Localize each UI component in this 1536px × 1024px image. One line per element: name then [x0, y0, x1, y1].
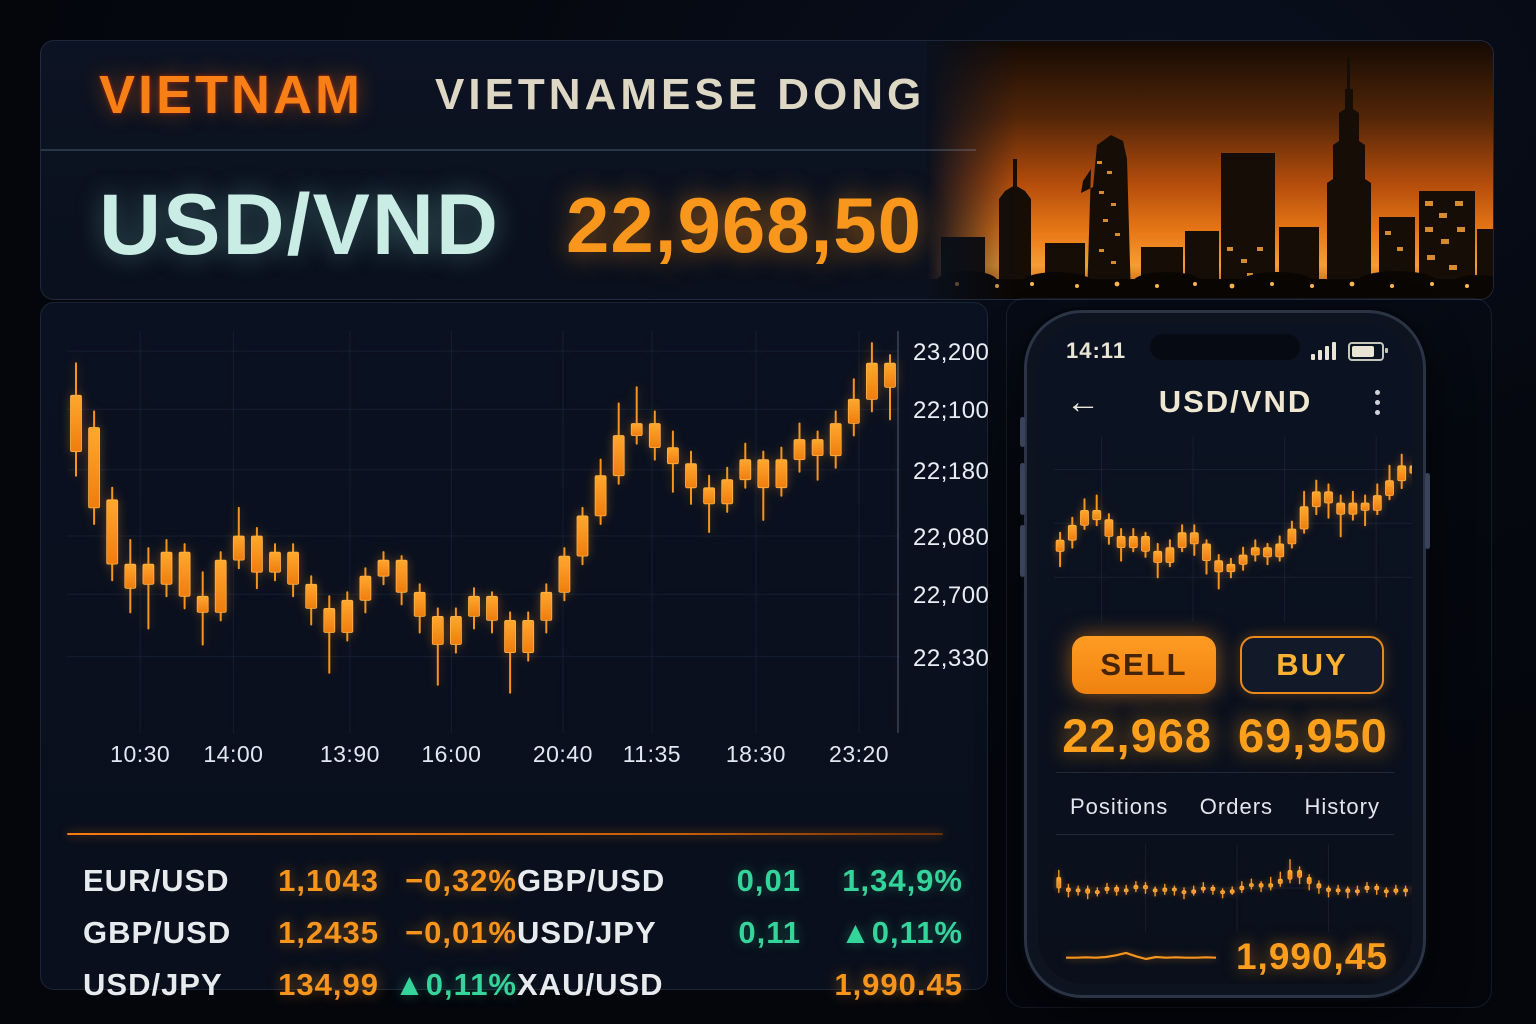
currency-name-label: VIETNAMESE DONG	[435, 70, 926, 119]
ticker-cell: 1,1043	[278, 863, 379, 898]
ticker-cell: −0,01%	[404, 915, 517, 950]
sell-button[interactable]: SELL	[1072, 636, 1216, 694]
forex-ticker-table: EUR/USD 1,1043 −0,32% GBP/USD 0,01 1,34,9% GBP…	[83, 855, 963, 1011]
sell-price: 22,968	[1062, 709, 1212, 762]
x-tick-label: 13:90	[319, 741, 380, 767]
phone-strip-chart	[1054, 844, 1412, 932]
ticker-separator-line	[67, 833, 943, 835]
phone-candlestick-chart	[1054, 436, 1412, 622]
ticker-cell: 0,11	[738, 915, 801, 950]
ticker-cell: ▲0,11%	[394, 967, 517, 1002]
header-title-row: VIETNAM VIETNAMESE DONG	[41, 41, 976, 151]
pair-price: 22,968,50	[566, 180, 923, 269]
ticker-row[interactable]: GBP/USD 1,2435 −0,01% USD/JPY 0,11 ▲0,11%	[83, 907, 963, 959]
main-chart-card: 23,200 22;100 22;180 22,080 22,700 22,330 10:…	[40, 302, 989, 1002]
battery-icon	[1348, 341, 1388, 361]
y-tick-label: 22;180	[913, 457, 990, 485]
y-tick-label: 22;100	[913, 397, 990, 425]
x-tick-label: 10:30	[110, 741, 171, 767]
x-tick-label: 20:40	[532, 741, 593, 767]
phone-pair-title: USD/VND	[1158, 384, 1313, 419]
main-candlestick-chart	[67, 331, 899, 733]
ticker-cell: GBP/USD	[517, 863, 666, 898]
x-tick-label: 14:00	[203, 741, 264, 767]
phone-panel-card: 14:11 ← USD/VND SELL BUY	[1006, 298, 1492, 1008]
phone-notch	[1150, 334, 1300, 360]
ticker-cell: 1,2435	[278, 915, 379, 950]
ticker-cell: XAU/USD	[517, 967, 664, 1002]
tab-positions[interactable]: Positions	[1070, 794, 1169, 819]
buy-price: 69,950	[1238, 709, 1388, 762]
header-price-row: USD/VND 22,968,50	[41, 151, 976, 299]
status-time: 14:11	[1066, 338, 1127, 363]
ticker-cell: USD/JPY	[517, 915, 657, 950]
y-tick-label: 22,080	[913, 524, 990, 552]
volume-down-button	[1020, 525, 1025, 577]
ticker-cell: ▲0,11%	[840, 915, 963, 950]
mute-switch	[1020, 417, 1025, 447]
y-tick-label: 23,200	[913, 339, 990, 367]
volume-up-button	[1020, 463, 1025, 515]
y-tick-label: 22,330	[913, 644, 990, 672]
gold-price: 1,990,45	[1235, 936, 1388, 977]
x-tick-label: 23:20	[829, 741, 890, 767]
pair-symbol: USD/VND	[99, 176, 501, 273]
divider-line	[1056, 834, 1394, 835]
divider-line	[1056, 772, 1394, 773]
header-card: VIETNAM VIETNAMESE DONG USD/VND 22,968,5…	[40, 40, 1494, 300]
gold-quote-row: 1,990,45	[1066, 936, 1388, 978]
smartphone-mockup: 14:11 ← USD/VND SELL BUY	[1020, 310, 1430, 998]
x-tick-label: 18:30	[725, 741, 786, 767]
ticker-row[interactable]: EUR/USD 1,1043 −0,32% GBP/USD 0,01 1,34,9%	[83, 855, 963, 907]
phone-tabs: Positions Orders History	[1068, 790, 1382, 824]
x-tick-label: 16:00	[421, 741, 482, 767]
phone-nav-bar: ← USD/VND	[1066, 376, 1384, 428]
ticker-cell: EUR/USD	[83, 863, 230, 898]
status-bar: 14:11	[1066, 338, 1388, 364]
signal-strength-icon	[1311, 342, 1336, 360]
ticker-cell: 0,01	[736, 863, 801, 898]
ticker-cell: 1,34,9%	[842, 863, 963, 898]
city-skyline-illustration	[927, 41, 1493, 299]
x-tick-label: 11:35	[622, 741, 682, 767]
tab-history[interactable]: History	[1304, 794, 1380, 819]
gold-sparkline	[1066, 951, 1216, 961]
ticker-cell: −0,32%	[404, 863, 517, 898]
bid-ask-prices: 22,968 69,950	[1038, 708, 1412, 763]
buy-button[interactable]: BUY	[1240, 636, 1384, 694]
tab-orders[interactable]: Orders	[1199, 794, 1274, 819]
phone-screen: 14:11 ← USD/VND SELL BUY	[1038, 324, 1412, 984]
country-label: VIETNAM	[99, 65, 363, 125]
kebab-menu-icon[interactable]	[1371, 386, 1384, 419]
ticker-cell: USD/JPY	[83, 967, 223, 1002]
ticker-row[interactable]: USD/JPY 134,99 ▲0,11% XAU/USD 1,990.45	[83, 959, 963, 1011]
trade-buttons-row: SELL BUY	[1072, 636, 1384, 694]
ticker-cell: GBP/USD	[83, 915, 232, 950]
ticker-cell: 1,990.45	[834, 967, 963, 1002]
x-axis-labels: 10:30 14:00 13:90 16:00 20:40 11:35 18:30 23:20	[67, 741, 899, 771]
y-tick-label: 22,700	[913, 582, 990, 610]
back-arrow-icon[interactable]: ←	[1066, 383, 1100, 421]
power-button	[1425, 473, 1430, 549]
ticker-cell: 134,99	[278, 967, 379, 1002]
